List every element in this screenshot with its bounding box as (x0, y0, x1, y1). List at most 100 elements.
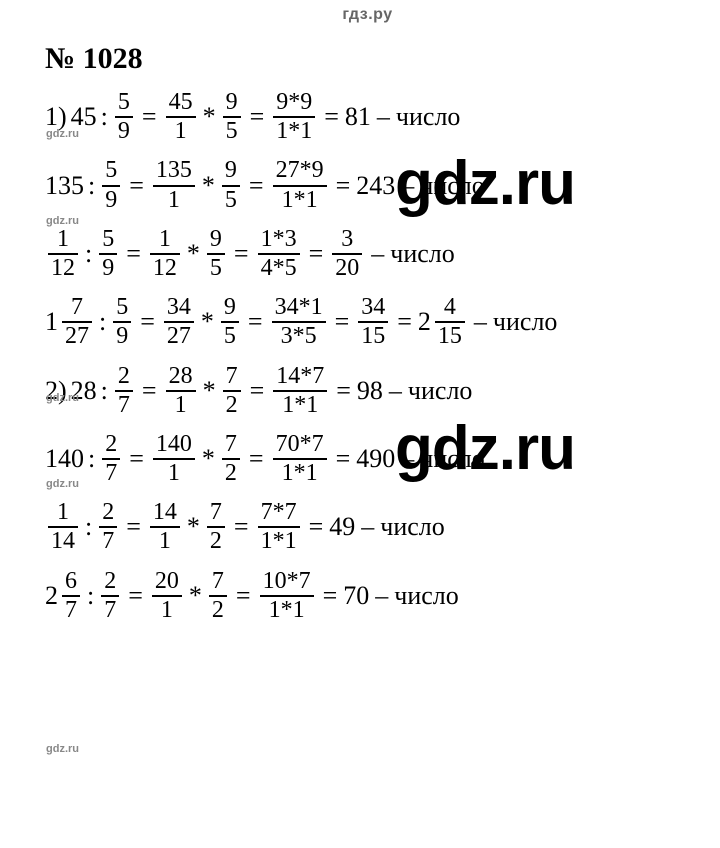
equals-sign: = (323, 583, 338, 609)
equals-sign: = (309, 241, 324, 267)
equals-sign: = (249, 446, 264, 472)
operator: * (187, 241, 200, 267)
equals-sign: = (128, 583, 143, 609)
integer-value: 140 (45, 446, 84, 472)
math-line: 1) 45:59=451*95=9*91*1=81–число (45, 90, 690, 144)
fraction-numerator: 9 (207, 227, 225, 252)
fraction-denominator: 1 (165, 461, 183, 486)
equals-sign: = (249, 173, 264, 199)
math-line: 112:59=112*95=1*34*5=320–число (45, 227, 690, 281)
fraction-denominator: 1*1 (279, 393, 321, 418)
equals-sign: = (234, 241, 249, 267)
equals-sign: = (142, 104, 157, 130)
fraction-denominator: 1 (165, 188, 183, 213)
fraction: 1401 (153, 432, 195, 486)
fraction: 201 (152, 569, 182, 623)
line-lead: 1) (45, 104, 67, 130)
fraction: 27 (101, 569, 119, 623)
fraction: 72 (223, 364, 241, 418)
problem-number: № 1028 (45, 42, 690, 76)
equals-sign: = (129, 446, 144, 472)
fraction-numerator: 27*9 (273, 158, 327, 183)
fraction: 10*71*1 (260, 569, 314, 623)
integer-value: 45 (71, 104, 97, 130)
dash: – (371, 241, 384, 267)
equals-sign: = (336, 173, 351, 199)
fraction-numerator: 1*3 (258, 227, 300, 252)
fraction-numerator: 1 (156, 227, 174, 252)
fraction-denominator: 9 (99, 256, 117, 281)
operator: : (85, 241, 92, 267)
fraction: 59 (115, 90, 133, 144)
fraction-denominator: 20 (332, 256, 362, 281)
math-line: 267:27=201*72=10*71*1=70–число (45, 569, 690, 623)
fraction-numerator: 1 (54, 227, 72, 252)
fraction: 14*7 1*1 (273, 364, 327, 418)
fraction-numerator: 28 (166, 364, 196, 389)
fraction-denominator: 1 (158, 598, 176, 623)
fraction-numerator: 10*7 (260, 569, 314, 594)
fraction: 1351 (153, 158, 195, 212)
fraction-numerator: 9*9 (273, 90, 315, 115)
fraction-numerator: 7 (207, 500, 225, 525)
fraction: 72 (207, 500, 225, 554)
equals-sign: = (129, 173, 144, 199)
fraction-numerator: 9 (222, 158, 240, 183)
fraction-denominator: 5 (222, 188, 240, 213)
fraction-denominator: 1*1 (279, 188, 321, 213)
operator: * (203, 378, 216, 404)
fraction-numerator: 140 (153, 432, 195, 457)
fraction: 3427 (164, 295, 194, 349)
fraction: 72 (222, 432, 240, 486)
fraction: 112 (150, 227, 180, 281)
fraction: 27*9 1*1 (273, 158, 327, 212)
equals-sign: = (140, 309, 155, 335)
equals-sign: = (236, 583, 251, 609)
watermark-small: gdz.ru (46, 478, 79, 490)
math-body: 1) 45:59=451*95=9*91*1=81–число135:59=13… (45, 90, 690, 623)
equals-sign: = (309, 514, 324, 540)
fraction-denominator: 1*1 (258, 529, 300, 554)
integer-value: 135 (45, 173, 84, 199)
fraction: 27 (115, 364, 133, 418)
fraction-denominator: 5 (221, 324, 239, 349)
fraction-denominator: 1 (172, 119, 190, 144)
operator: : (99, 309, 106, 335)
integer-value: 243 (356, 173, 395, 199)
fraction-numerator: 5 (115, 90, 133, 115)
fraction-numerator: 5 (113, 295, 131, 320)
dash: – (474, 309, 487, 335)
fraction-denominator: 7 (102, 461, 120, 486)
fraction-numerator: 2 (99, 500, 117, 525)
fraction: 34*13*5 (272, 295, 326, 349)
fraction-denominator: 9 (102, 188, 120, 213)
operator: * (189, 583, 202, 609)
fraction-denominator: 7 (115, 393, 133, 418)
mixed-number: 1727 (45, 295, 95, 349)
fraction: 451 (166, 90, 196, 144)
operator: * (201, 309, 214, 335)
result-label: число (396, 104, 461, 130)
fraction: 415 (435, 295, 465, 349)
fraction: 320 (332, 227, 362, 281)
fraction-numerator: 34 (358, 295, 388, 320)
fraction-numerator: 7 (209, 569, 227, 594)
fraction: 59 (113, 295, 131, 349)
fraction: 7*71*1 (258, 500, 300, 554)
integer-value: 49 (329, 514, 355, 540)
fraction-denominator: 12 (48, 256, 78, 281)
operator: * (187, 514, 200, 540)
fraction-denominator: 2 (222, 461, 240, 486)
math-line: 2) 28:27=281*72=14*71*1=98–число (45, 364, 690, 418)
fraction-denominator: 2 (207, 529, 225, 554)
fraction-denominator: 5 (207, 256, 225, 281)
fraction-numerator: 7*7 (258, 500, 300, 525)
site-header: гдз.ру (45, 0, 690, 24)
watermark-small: gdz.ru (46, 128, 79, 140)
fraction-numerator: 14*7 (273, 364, 327, 389)
operator: : (85, 514, 92, 540)
equals-sign: = (126, 241, 141, 267)
fraction-denominator: 5 (223, 119, 241, 144)
math-line: 140:27=1401*72=70*71*1=490–число (45, 432, 690, 486)
result-label: число (493, 309, 558, 335)
